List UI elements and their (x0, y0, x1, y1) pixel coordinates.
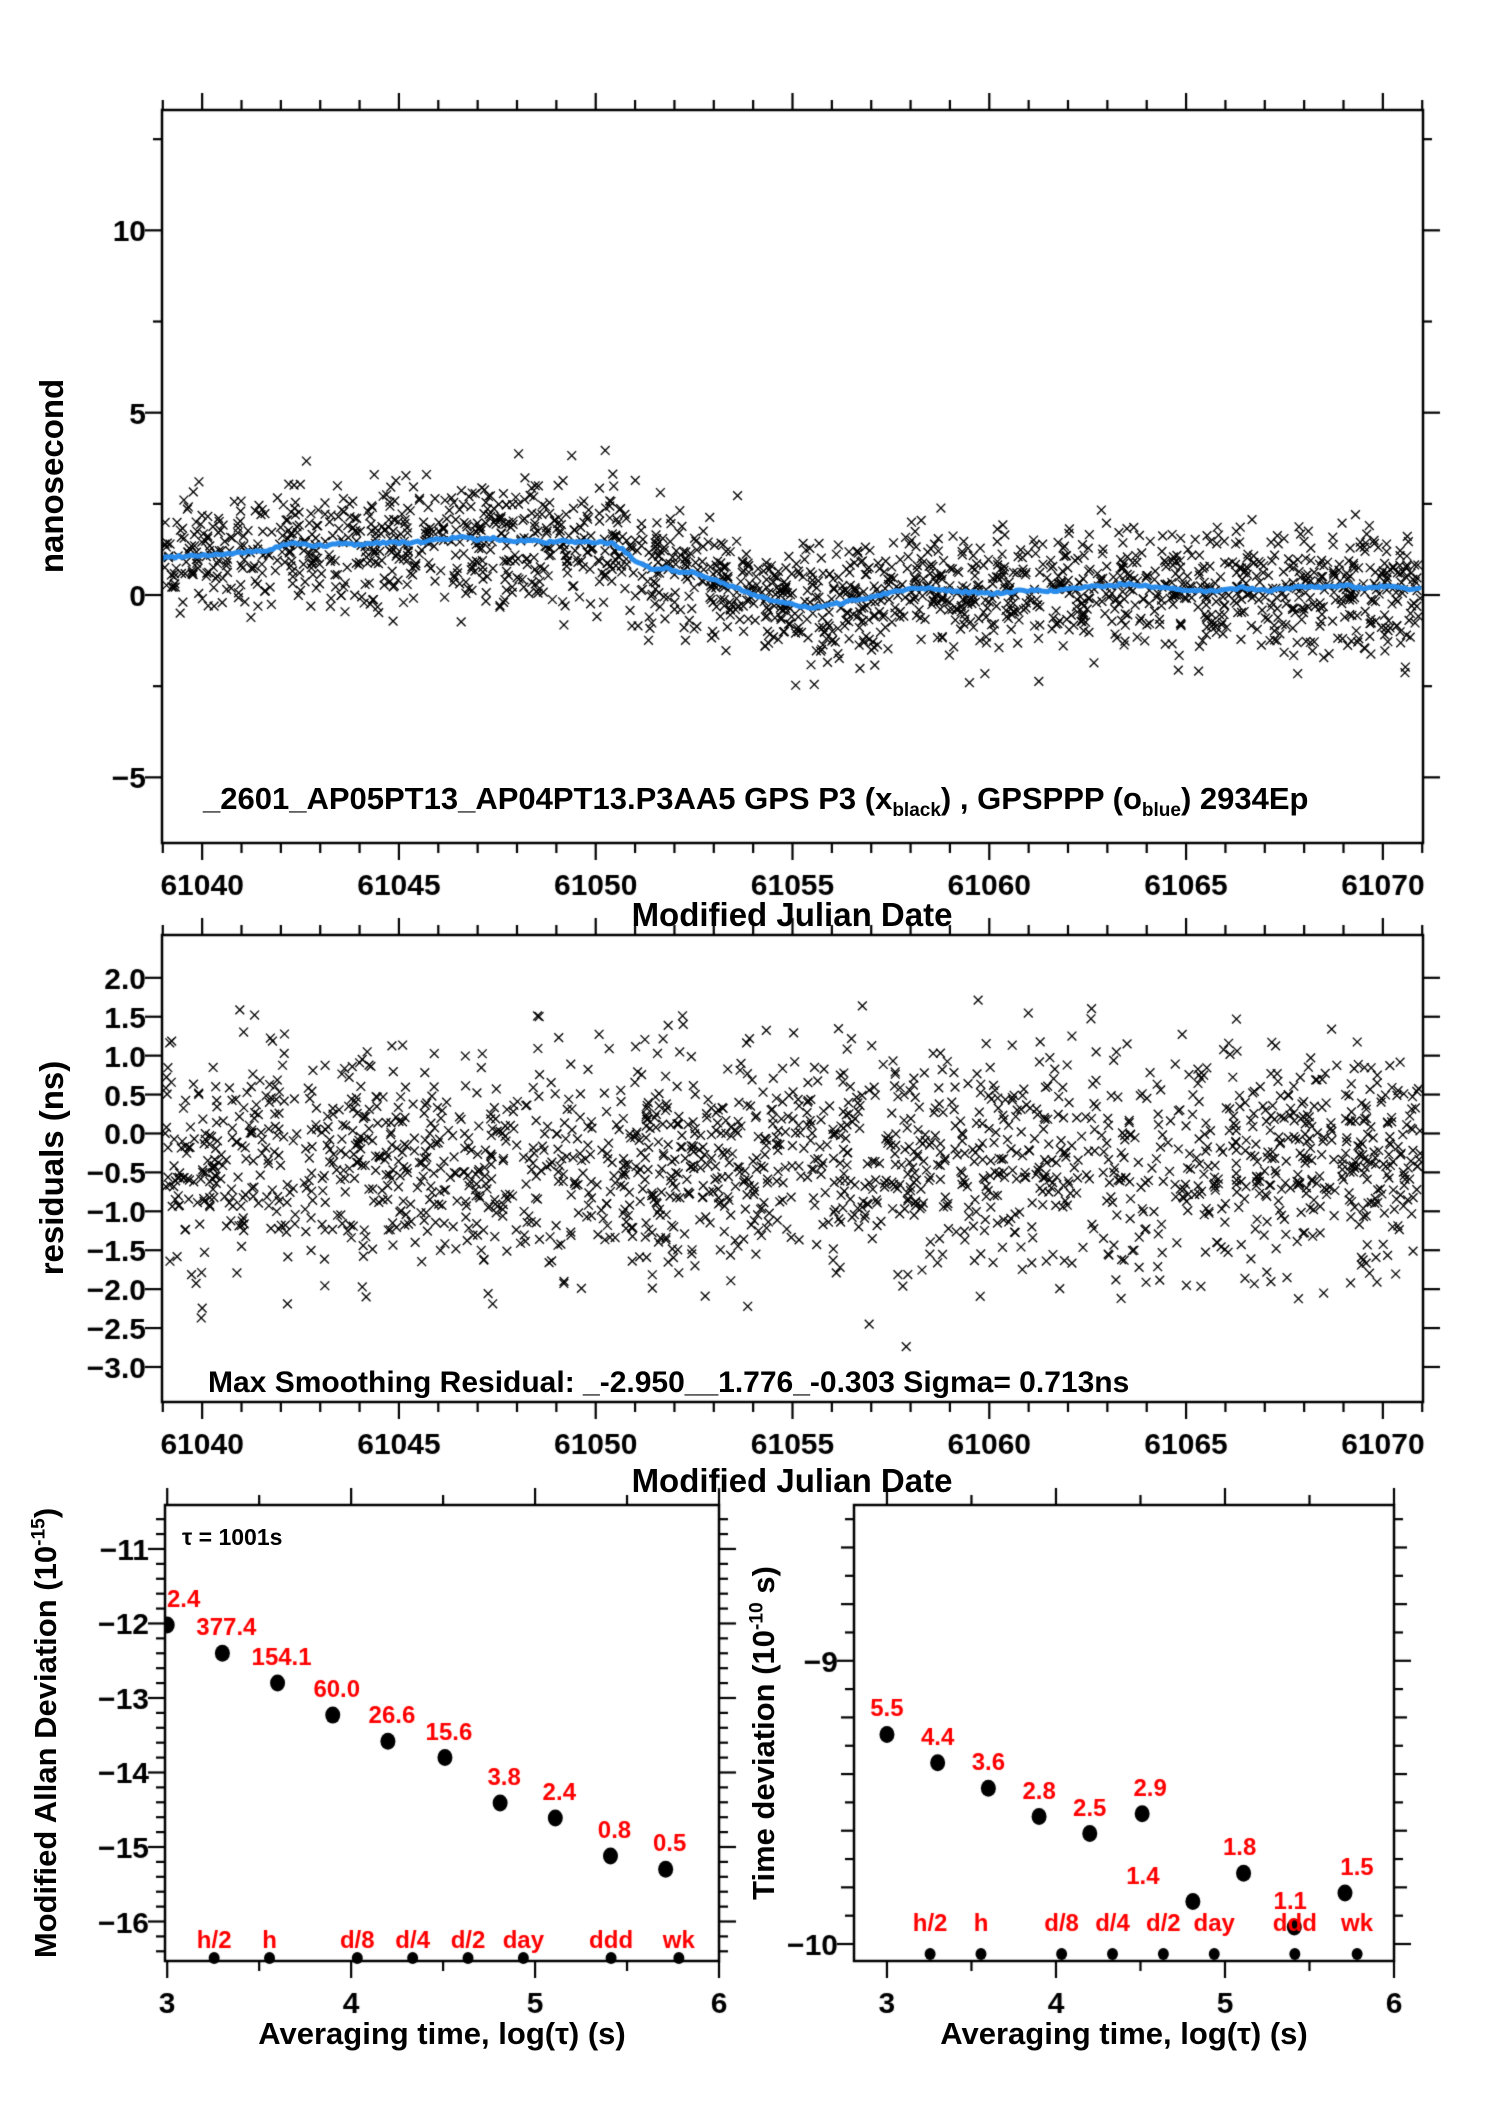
yaxis-title-tdev: Time deviation (10-10 s) (746, 1566, 781, 1900)
xaxis-title-mjd-mid: Modified Julian Date (631, 1462, 953, 1499)
residual-note: Max Smoothing Residual: _-2.950__1.776_-… (208, 1366, 1130, 1399)
xaxis-title-avgtime-left: Averaging time, log(τ) (s) (258, 2016, 626, 2051)
tau-annotation: τ = 1001s (182, 1524, 283, 1550)
yaxis-title-mdev: Modified Allan Deviation (10-15) (28, 1507, 63, 1959)
yaxis-title-nanosecond: nanosecond (33, 378, 70, 574)
xaxis-title-avgtime-right: Averaging time, log(τ) (s) (940, 2016, 1308, 2051)
panel1-title: _2601_AP05PT13_AP04PT13.P3AA5 GPS P3 (xb… (203, 781, 1309, 821)
xaxis-title-mjd-top: Modified Julian Date (631, 896, 953, 933)
yaxis-title-residuals: residuals (ns) (33, 1060, 70, 1276)
